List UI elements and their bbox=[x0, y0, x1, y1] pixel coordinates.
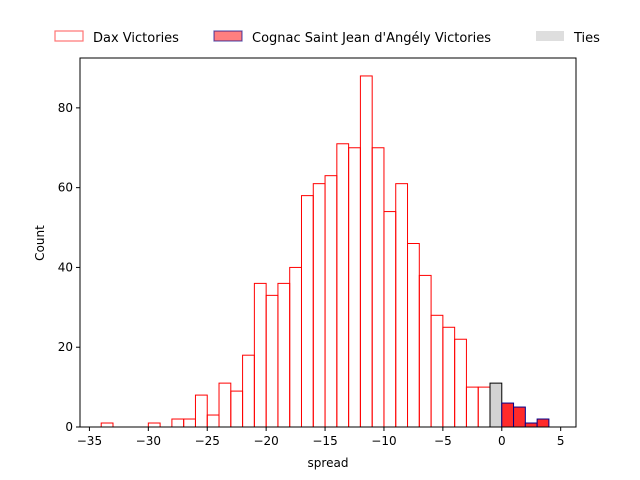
x-tick-label: −25 bbox=[195, 434, 220, 448]
x-tick-label: −15 bbox=[312, 434, 337, 448]
plot-frame bbox=[79, 57, 577, 428]
x-axis-label: spread bbox=[308, 456, 349, 470]
legend-swatch-cognac bbox=[213, 30, 243, 42]
bar-cognac-saint-jean-d-ang-ly-victories bbox=[524, 422, 538, 428]
y-axis-label: Count bbox=[33, 225, 47, 261]
y-axis-ticks: 0 20 40 60 80 bbox=[58, 101, 80, 434]
x-tick-label: −5 bbox=[434, 434, 452, 448]
x-tick-label: −10 bbox=[371, 434, 396, 448]
bar-ties bbox=[489, 382, 503, 428]
legend-swatch-dax bbox=[54, 30, 84, 42]
y-tick-label: 60 bbox=[58, 181, 73, 195]
bar-cognac-saint-jean-d-ang-ly-victories bbox=[536, 418, 550, 428]
x-tick-label: 0 bbox=[498, 434, 506, 448]
x-tick-label: −30 bbox=[136, 434, 161, 448]
x-tick-label: −35 bbox=[77, 434, 102, 448]
legend-swatch-ties bbox=[536, 31, 564, 41]
legend-label-dax: Dax Victories bbox=[93, 31, 179, 46]
legend: Dax Victories Cognac Saint Jean d'Angély… bbox=[54, 30, 600, 46]
legend-label-ties: Ties bbox=[573, 31, 600, 46]
y-tick-label: 0 bbox=[65, 420, 73, 434]
y-tick-label: 40 bbox=[58, 260, 73, 274]
y-tick-label: 20 bbox=[58, 340, 73, 354]
legend-label-cognac: Cognac Saint Jean d'Angély Victories bbox=[252, 31, 491, 46]
bar-cognac-saint-jean-d-ang-ly-victories bbox=[501, 402, 515, 428]
x-axis-ticks: −35 −30 −25 −20 −15 −10 −5 0 5 bbox=[77, 427, 565, 448]
plot-area: −35 −30 −25 −20 −15 −10 −5 0 5 0 20 40 60 80 bbox=[58, 57, 577, 448]
x-tick-label: 5 bbox=[557, 434, 565, 448]
x-tick-label: −20 bbox=[253, 434, 278, 448]
bar-cognac-saint-jean-d-ang-ly-victories bbox=[513, 406, 526, 428]
y-tick-label: 80 bbox=[58, 101, 73, 115]
